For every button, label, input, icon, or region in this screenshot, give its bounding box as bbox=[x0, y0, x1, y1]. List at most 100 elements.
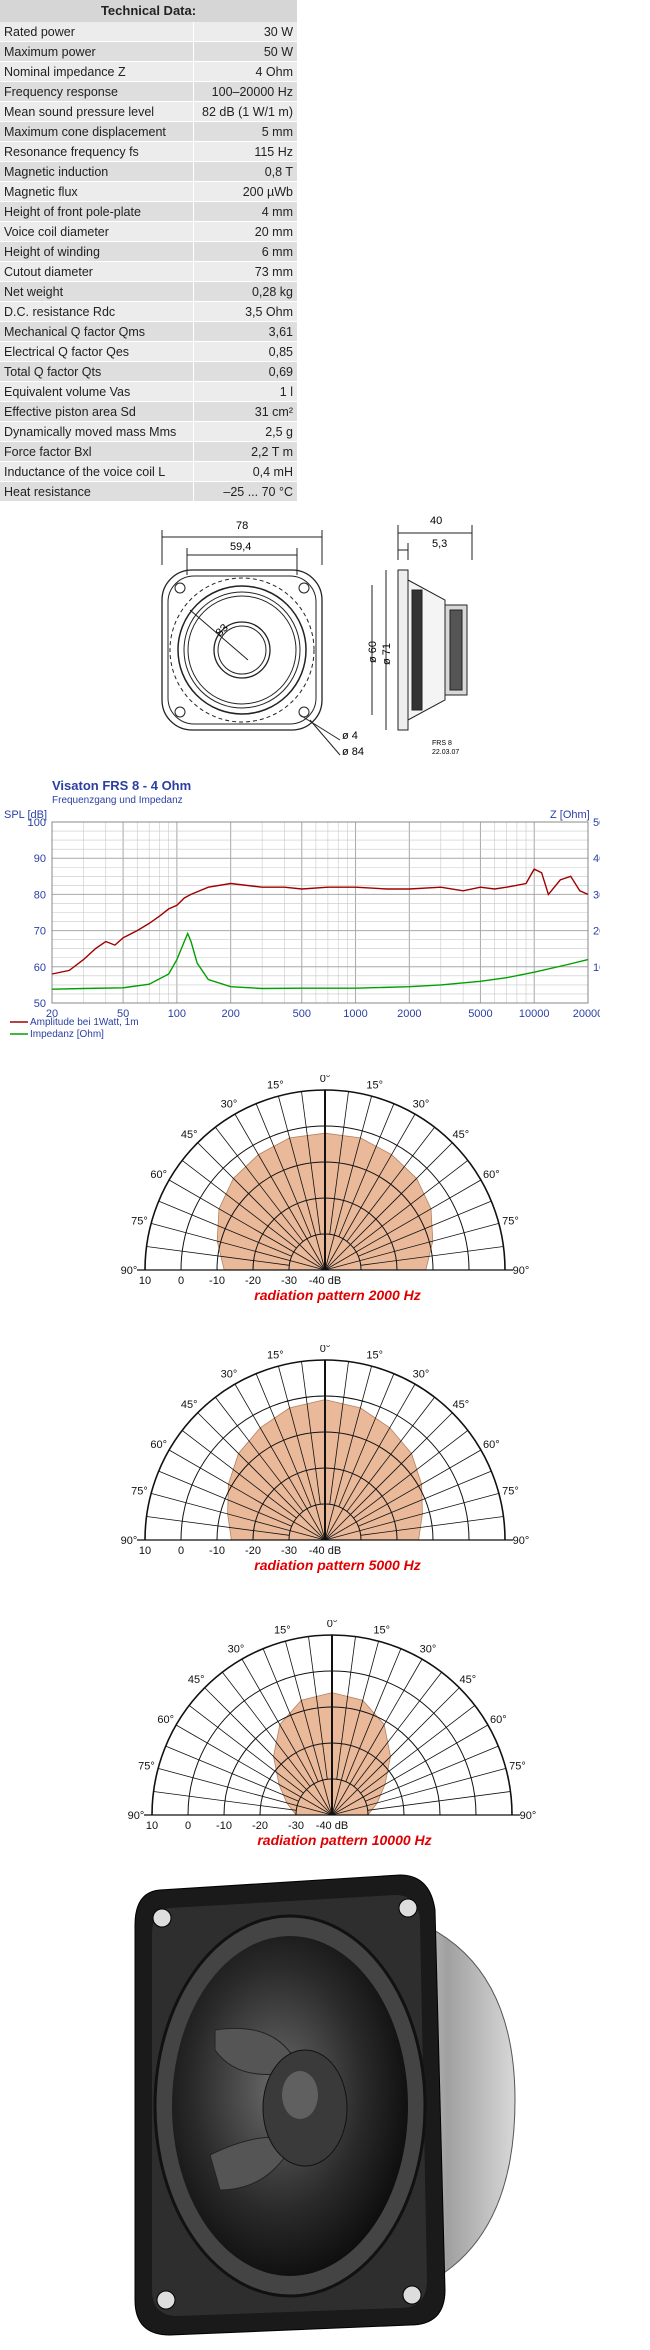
polar-radial bbox=[168, 1449, 326, 1541]
polar-angle-label: 60° bbox=[483, 1169, 500, 1181]
polar-angle-label: 45° bbox=[452, 1129, 469, 1141]
polar-angle-label: 30° bbox=[221, 1369, 238, 1381]
polar-radial bbox=[324, 1493, 499, 1541]
chart-grid bbox=[51, 821, 589, 1004]
spec-value: 100–20000 Hz bbox=[193, 81, 297, 102]
spec-row: Resonance frequency fs 115 Hz bbox=[0, 141, 297, 162]
polar-angle-label: 75° bbox=[138, 1760, 155, 1772]
polar-angle-label: 15° bbox=[373, 1625, 390, 1637]
polar-angle-label: 60° bbox=[150, 1439, 167, 1451]
spec-value: 2,5 g bbox=[193, 421, 297, 442]
dim-84: ø 84 bbox=[342, 746, 364, 758]
polar-db-label: -10 bbox=[209, 1545, 225, 1557]
spec-row: Mechanical Q factor Qms 3,61 bbox=[0, 321, 297, 342]
spec-value: 0,69 bbox=[193, 361, 297, 382]
spec-row: Voice coil diameter 20 mm bbox=[0, 221, 297, 242]
polar-radial bbox=[353, 1430, 469, 1519]
spec-row: Height of winding 6 mm bbox=[0, 241, 297, 262]
dim-4: ø 4 bbox=[342, 730, 358, 742]
polar-radial bbox=[301, 1361, 321, 1505]
polar-radial bbox=[146, 1246, 290, 1266]
polar-radial bbox=[181, 1430, 297, 1519]
polar-radial bbox=[168, 1179, 326, 1271]
spec-label: Heat resistance bbox=[0, 481, 194, 502]
spec-value: 0,28 kg bbox=[193, 281, 297, 302]
spec-label: Mechanical Q factor Qms bbox=[0, 321, 194, 342]
spec-label: Cutout diameter bbox=[0, 261, 194, 282]
spec-row: Heat resistance –25 ... 70 °C bbox=[0, 481, 297, 502]
polar-angle-label: 75° bbox=[131, 1485, 148, 1497]
y2-tick-label: 10 bbox=[593, 962, 600, 974]
polar-angle-label: 15° bbox=[267, 1350, 284, 1362]
spec-label: Height of winding bbox=[0, 241, 194, 262]
polar-caption-10000: radiation pattern 10000 Hz bbox=[257, 1832, 432, 1848]
polar-radial bbox=[188, 1705, 304, 1794]
spec-value: 30 W bbox=[193, 22, 297, 42]
polar-plot-5000: 0° 15° 15° 30° 30° 45° 45° 60° 60° 75° 75° 90° 90° 10… bbox=[115, 1343, 560, 1575]
spec-row: Height of front pole-plate 4 mm bbox=[0, 201, 297, 222]
polar-angle-label: 90° bbox=[520, 1810, 537, 1822]
spec-label: Electrical Q factor Qes bbox=[0, 341, 194, 362]
polar-angle-label: 90° bbox=[121, 1535, 138, 1547]
legend-z: Impedanz [Ohm] bbox=[30, 1029, 104, 1040]
polar-angle-label: 75° bbox=[509, 1760, 526, 1772]
impedance-curve bbox=[51, 931, 589, 990]
polar-db-label: -10 bbox=[209, 1275, 225, 1287]
spec-value: 2,2 T m bbox=[193, 441, 297, 462]
polar-radial bbox=[255, 1103, 312, 1237]
chart-lines bbox=[51, 868, 589, 990]
polar-radial bbox=[301, 1091, 321, 1235]
polar-angle-label: 60° bbox=[483, 1439, 500, 1451]
polar-angle-label: 15° bbox=[366, 1350, 383, 1362]
polar-angle-label: 30° bbox=[413, 1369, 430, 1381]
spec-row: Cutout diameter 73 mm bbox=[0, 261, 297, 282]
polar-radial bbox=[324, 1366, 372, 1541]
polar-radial bbox=[324, 1142, 453, 1271]
dim-53: 5,3 bbox=[432, 538, 447, 550]
side-view bbox=[371, 525, 473, 731]
polar-angle-label: 45° bbox=[181, 1399, 198, 1411]
spec-row: Rated power 30 W bbox=[0, 22, 297, 42]
y2-tick-label: 40 bbox=[593, 853, 600, 865]
polar-radial bbox=[360, 1705, 476, 1794]
x-tick-label: 1000 bbox=[343, 1008, 367, 1020]
polar-db-label: -40 dB bbox=[316, 1820, 348, 1832]
polar-radial bbox=[234, 1383, 326, 1541]
spl-curve bbox=[51, 868, 589, 975]
spec-label: Maximum cone displacement bbox=[0, 121, 194, 142]
polar-angle-label: 45° bbox=[188, 1674, 205, 1686]
polar-radial bbox=[329, 1091, 349, 1235]
polar-db-label: 10 bbox=[139, 1545, 151, 1557]
polar-radial bbox=[331, 1641, 379, 1816]
x-tick-label: 500 bbox=[293, 1008, 311, 1020]
polar-plot-10000: 0° 15° 15° 30° 30° 45° 45° 60° 60° 75° 75° 90° 90° 10… bbox=[122, 1618, 567, 1850]
polar-caption-2000: radiation pattern 2000 Hz bbox=[254, 1287, 421, 1303]
polar-radial bbox=[365, 1745, 499, 1802]
y-tick-label: 60 bbox=[34, 962, 46, 974]
spec-row: Mean sound pressure level 82 dB (1 W/1 m) bbox=[0, 101, 297, 122]
spec-label: D.C. resistance Rdc bbox=[0, 301, 194, 322]
spec-label: Voice coil diameter bbox=[0, 221, 194, 242]
y2-tick-label: 20 bbox=[593, 926, 600, 938]
polar-radial bbox=[338, 1373, 395, 1507]
polar-angle-label: 45° bbox=[181, 1129, 198, 1141]
frequency-chart: Visaton FRS 8 - 4 Ohm Frequenzgang und I… bbox=[0, 775, 605, 1050]
dim-60: ø 60 bbox=[367, 641, 379, 663]
polar-radial bbox=[278, 1096, 326, 1271]
dim-59: 59,4 bbox=[230, 541, 251, 553]
spec-row: Magnetic flux 200 µWb bbox=[0, 181, 297, 202]
polar-radial bbox=[324, 1179, 482, 1271]
polar-radial bbox=[175, 1724, 333, 1816]
x-tick-label: 20 bbox=[46, 1008, 58, 1020]
polar-radial bbox=[146, 1516, 290, 1536]
spec-value: 4 Ohm bbox=[193, 61, 297, 82]
polar-radial bbox=[234, 1113, 326, 1271]
spec-label: Height of front pole-plate bbox=[0, 201, 194, 222]
polar-angle-label: 15° bbox=[267, 1080, 284, 1092]
spec-value: 82 dB (1 W/1 m) bbox=[193, 101, 297, 122]
polar-radial bbox=[331, 1658, 423, 1816]
polar-radial bbox=[329, 1361, 349, 1505]
spec-row: Total Q factor Qts 0,69 bbox=[0, 361, 297, 382]
spec-value: 200 µWb bbox=[193, 181, 297, 202]
x-tick-label: 20000 bbox=[573, 1008, 600, 1020]
